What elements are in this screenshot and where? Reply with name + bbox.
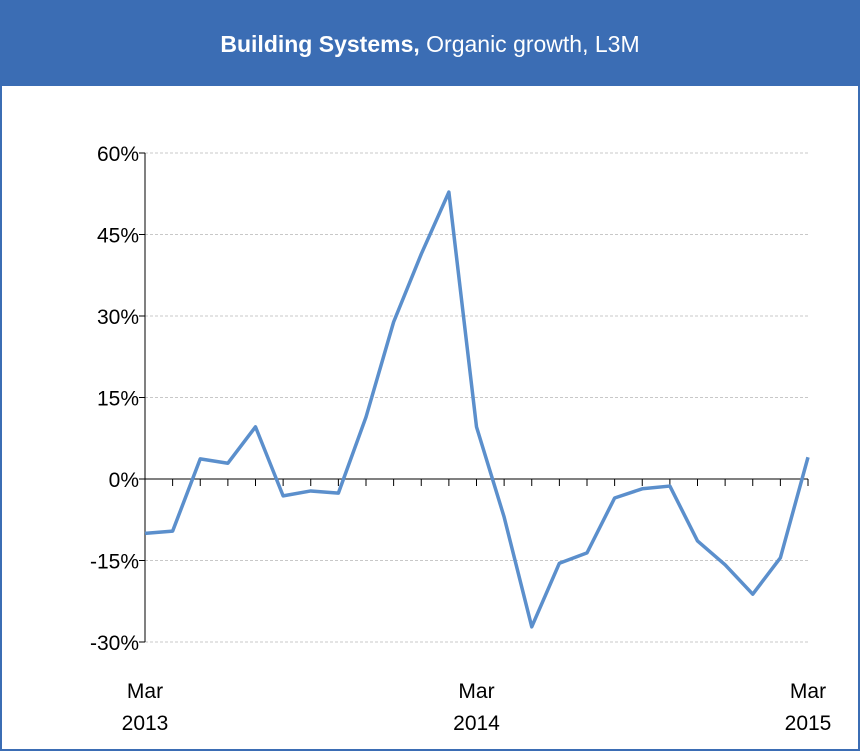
y-tick-label: 30%: [97, 306, 139, 329]
header: [0, 0, 860, 86]
title-rest: Organic growth, L3M: [426, 31, 639, 57]
y-tick-label: -15%: [90, 551, 139, 574]
y-tick-label: 15%: [97, 388, 139, 411]
title-bold: Building Systems,: [220, 31, 419, 57]
data-line: [144, 190, 810, 629]
y-tick-label: 60%: [97, 143, 139, 166]
x-tick-label: Mar 2014: [453, 680, 500, 735]
x-tick-label: Mar 2013: [122, 680, 169, 735]
y-tick-label: -30%: [90, 632, 139, 655]
y-tick-label: 45%: [97, 225, 139, 248]
x-tick-label: Mar 2015: [785, 680, 832, 735]
y-tick-label: 0%: [109, 469, 139, 492]
chart-title: Building Systems, Organic growth, L3M: [220, 31, 639, 57]
